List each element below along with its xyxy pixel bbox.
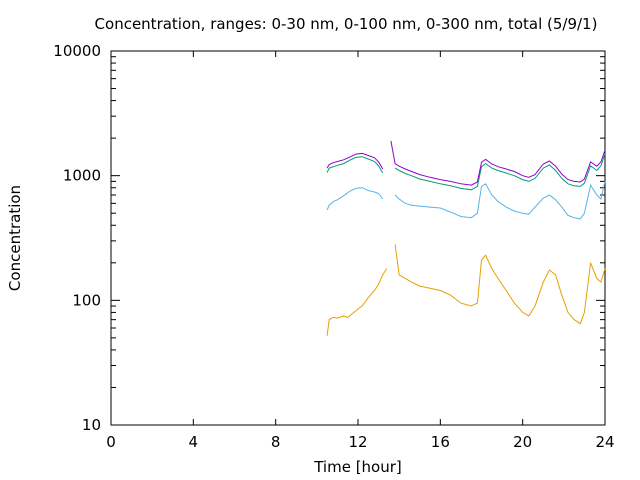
series-line-1 xyxy=(326,181,606,220)
y-axis-title: Concentration xyxy=(6,185,24,291)
series-line-0 xyxy=(326,244,606,336)
x-tick-label: 8 xyxy=(271,433,281,451)
x-tick-label: 24 xyxy=(595,433,614,451)
y-tick-label: 10 xyxy=(82,416,101,434)
x-tick-label: 20 xyxy=(513,433,532,451)
x-axis-title: Time [hour] xyxy=(313,458,402,476)
y-tick-label: 100 xyxy=(72,291,101,309)
plot-frame xyxy=(110,50,606,426)
series-line-2 xyxy=(326,153,606,191)
x-tick-label: 0 xyxy=(106,433,116,451)
series-line-3 xyxy=(326,140,606,186)
series-layer xyxy=(326,140,606,336)
x-tick-label: 4 xyxy=(189,433,199,451)
chart-title: Concentration, ranges: 0-30 nm, 0-100 nm… xyxy=(95,15,598,33)
y-tick-label: 1000 xyxy=(63,167,101,185)
x-axis: 0 4 8 12 16 20 24 xyxy=(106,51,615,451)
x-tick-label: 16 xyxy=(431,433,450,451)
x-tick-label: 12 xyxy=(348,433,367,451)
y-tick-label: 10000 xyxy=(53,42,101,60)
y-axis: 10 100 1000 10000 xyxy=(53,42,605,434)
